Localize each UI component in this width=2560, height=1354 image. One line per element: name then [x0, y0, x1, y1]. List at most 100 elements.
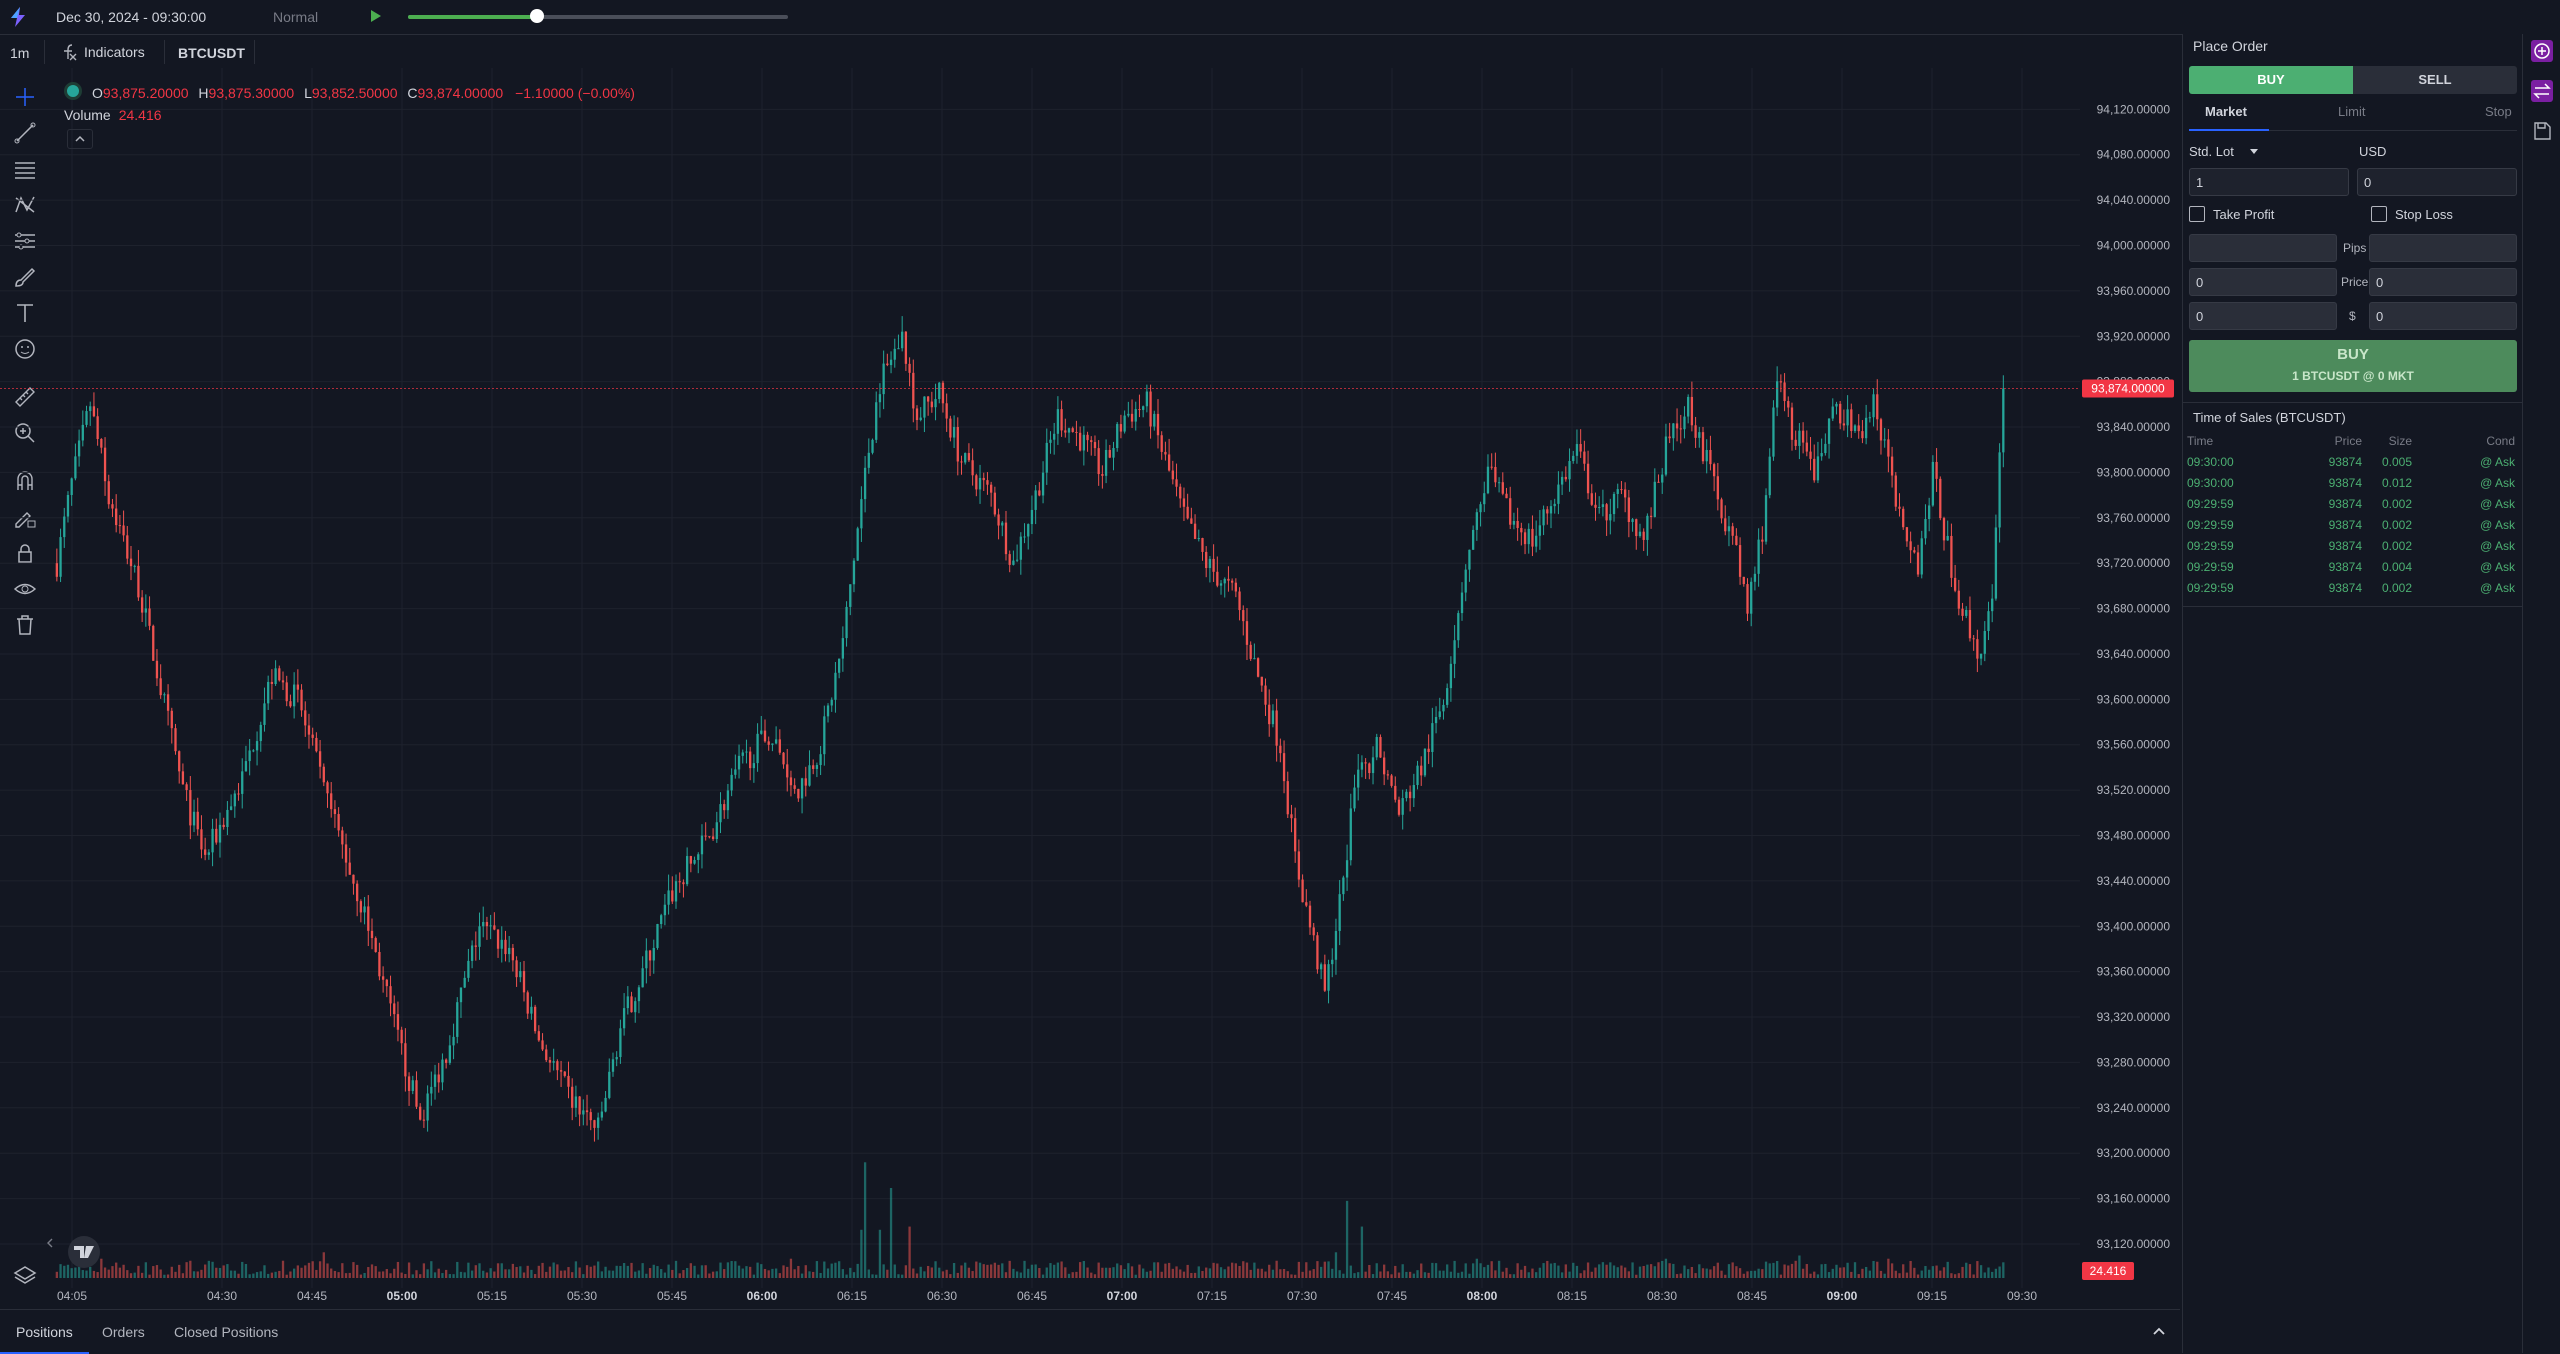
candle-body [419, 1106, 422, 1120]
candle-body [222, 824, 225, 827]
candle-body [1564, 476, 1567, 480]
candle-body [1742, 576, 1745, 585]
candle-body [726, 790, 730, 811]
trend-line-icon[interactable] [12, 120, 38, 146]
tab-closed-positions[interactable]: Closed Positions [174, 1324, 279, 1340]
crosshair-icon[interactable] [12, 84, 38, 110]
candle-body [1505, 493, 1508, 499]
cell-size: 0.005 [2381, 455, 2412, 469]
chevron-up-icon[interactable] [2150, 1322, 2168, 1340]
volume-bar [760, 1264, 763, 1278]
candle-body [1256, 658, 1260, 677]
replay-progress-slider[interactable] [408, 9, 788, 23]
place-buy-order-button[interactable]: BUY 1 BTCUSDT @ 0 MKT [2189, 340, 2517, 392]
candle-body [1434, 717, 1438, 724]
symbol-button[interactable]: BTCUSDT [178, 45, 245, 61]
candle-body [845, 606, 848, 639]
sl-pips-input[interactable] [2369, 234, 2517, 262]
price-chart[interactable]: 94,120.00000 94,080.00000 94,040.00000 94,0… [0, 68, 2180, 1308]
sl-dollar-input[interactable]: 0 [2369, 302, 2517, 330]
replay-speed-select[interactable]: Normal [273, 9, 319, 25]
volume-bar [200, 1269, 203, 1278]
volume-bar [1746, 1271, 1749, 1278]
tab-stop[interactable]: Stop [2485, 104, 2512, 119]
play-icon[interactable] [366, 7, 384, 25]
volume-bar [1898, 1273, 1901, 1278]
volume-bar [574, 1261, 578, 1278]
layers-icon[interactable] [12, 1260, 38, 1286]
ruler-icon[interactable] [12, 384, 38, 410]
caret-down-icon[interactable] [2249, 148, 2259, 156]
volume-bar [1523, 1265, 1527, 1278]
tab-positions[interactable]: Positions [0, 1324, 89, 1354]
time-tick-label: 05:45 [657, 1289, 687, 1303]
candle-body [411, 1080, 414, 1091]
candle-body [934, 399, 937, 408]
volume-bar [671, 1269, 674, 1278]
candle-body [1527, 528, 1530, 545]
candle-body [1119, 424, 1123, 432]
volume-bar [771, 1268, 774, 1278]
emoji-icon[interactable] [12, 336, 38, 362]
brush-icon[interactable] [12, 264, 38, 290]
candle-body [1590, 493, 1593, 505]
volume-bar [1601, 1262, 1605, 1278]
volume-bar [1950, 1273, 1953, 1278]
candle-body [1416, 765, 1419, 786]
volume-bar [1015, 1271, 1019, 1278]
replay-datetime[interactable]: Dec 30, 2024 - 09:30:00 [56, 9, 207, 25]
candle-body [1649, 515, 1653, 517]
collapse-legend-button[interactable] [67, 129, 93, 149]
volume-bar [1390, 1274, 1393, 1278]
trash-icon[interactable] [12, 612, 38, 638]
take-profit-checkbox[interactable] [2189, 206, 2205, 222]
series-visibility-dot[interactable] [64, 82, 82, 100]
candle-body [1027, 524, 1030, 537]
swap-icon[interactable] [2531, 80, 2553, 102]
lock-icon[interactable] [12, 540, 38, 566]
cell-time: 09:30:00 [2187, 455, 2234, 469]
candle-body [745, 751, 748, 753]
volume-bar [1457, 1272, 1460, 1278]
candle-body [704, 835, 707, 837]
volume-bar [749, 1266, 752, 1278]
save-icon[interactable] [2531, 120, 2553, 142]
candle-body [344, 844, 348, 863]
candle-body [697, 854, 700, 860]
tab-market[interactable]: Market [2205, 104, 2247, 119]
volume-bar [871, 1274, 874, 1278]
forecast-icon[interactable] [12, 228, 38, 254]
add-order-icon[interactable] [2531, 40, 2553, 62]
candle-body [285, 682, 288, 702]
tab-orders[interactable]: Orders [102, 1324, 145, 1340]
candle-body [812, 765, 815, 769]
candle-body [938, 382, 941, 400]
volume-bar [949, 1274, 952, 1278]
zoom-in-icon[interactable] [12, 420, 38, 446]
sell-side-button[interactable]: SELL [2353, 66, 2517, 94]
buy-side-button[interactable]: BUY [2189, 66, 2353, 94]
fib-retracement-icon[interactable] [12, 156, 38, 182]
stop-loss-checkbox[interactable] [2371, 206, 2387, 222]
ohlc-legend: O93,875.20000 H93,875.30000 L93,852.5000… [64, 82, 635, 101]
price-tick-label: 93,800.00000 [2097, 465, 2171, 479]
timeframe-button[interactable]: 1m [10, 45, 30, 61]
sl-price-input[interactable]: 0 [2369, 268, 2517, 296]
tab-limit[interactable]: Limit [2338, 104, 2366, 119]
eye-icon[interactable] [12, 576, 38, 602]
volume-bar [304, 1265, 307, 1278]
volume-bar [1805, 1264, 1808, 1278]
candle-body [263, 703, 266, 725]
std-lot-select[interactable]: Std. Lot [2189, 144, 2234, 159]
tp-price-input[interactable]: 0 [2189, 268, 2337, 296]
time-tick-label: 07:00 [1107, 1289, 1138, 1303]
indicators-button[interactable]: Indicators [60, 41, 145, 63]
text-icon[interactable] [12, 300, 38, 326]
usd-amount-input[interactable]: 0 [2357, 168, 2517, 196]
lock-pen-icon[interactable] [12, 504, 38, 530]
replay-progress-knob[interactable] [530, 9, 545, 23]
lot-size-input[interactable]: 1 [2189, 168, 2349, 196]
tp-pips-input[interactable] [2189, 234, 2337, 262]
tp-dollar-input[interactable]: 0 [2189, 302, 2337, 330]
price-axis-background [2080, 68, 2180, 1308]
